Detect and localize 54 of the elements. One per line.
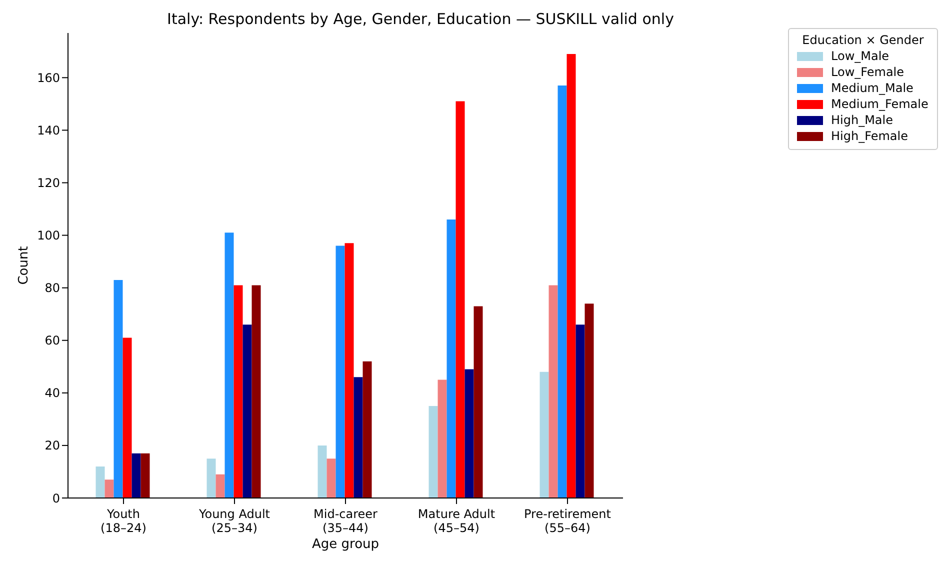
y-tick-label: 140	[37, 123, 60, 138]
y-tick-label: 100	[37, 228, 60, 243]
bar	[326, 458, 336, 498]
bar	[558, 86, 567, 498]
bar	[104, 480, 114, 498]
legend-title: Education × Gender	[801, 33, 925, 47]
x-tick-label: Pre-retirement (55–64)	[524, 507, 612, 535]
bar	[242, 324, 252, 498]
bar	[318, 445, 327, 498]
y-tick-label: 20	[44, 438, 60, 453]
legend-label: High_Male	[831, 113, 894, 127]
bar	[362, 361, 372, 498]
bar	[224, 232, 234, 498]
bar	[428, 406, 438, 498]
bar	[548, 285, 558, 498]
bar	[438, 380, 447, 498]
x-tick-label: Young Adult (25–34)	[198, 507, 270, 535]
legend-label: Low_Male	[831, 49, 890, 63]
legend-label: Medium_Male	[831, 81, 914, 95]
bar	[96, 466, 105, 498]
bar	[354, 377, 363, 498]
y-tick-label: 0	[52, 491, 60, 506]
bar	[456, 101, 465, 498]
bar	[234, 285, 243, 498]
x-axis-title: Age group	[312, 537, 380, 552]
y-tick-label: 40	[44, 386, 60, 400]
legend-label: Low_Female	[831, 65, 904, 79]
bar	[252, 285, 261, 498]
chart-title: Italy: Respondents by Age, Gender, Education — SUSKILL valid only	[166, 10, 675, 28]
x-tick-label: Mid-career (35–44)	[314, 507, 378, 535]
bar	[464, 369, 474, 498]
x-tick-label: Mature Adult (45–54)	[418, 507, 496, 535]
bar	[474, 306, 483, 498]
bar	[584, 304, 594, 498]
bar	[446, 220, 456, 498]
bar	[566, 54, 576, 498]
bar	[114, 280, 123, 498]
bar	[540, 372, 549, 498]
legend-label: Medium_Female	[831, 97, 928, 111]
bar	[216, 474, 225, 498]
bar	[344, 243, 354, 498]
bar	[206, 458, 216, 498]
y-tick-label: 60	[44, 334, 60, 348]
y-tick-label: 120	[37, 176, 60, 190]
y-axis-title: Count	[16, 246, 32, 285]
bar	[132, 453, 141, 498]
y-tick-label: 160	[37, 70, 60, 85]
x-tick-label: Youth (18–24)	[100, 507, 146, 535]
y-tick-label: 80	[44, 281, 60, 296]
bar	[336, 246, 345, 498]
bar	[576, 324, 585, 498]
bar	[122, 338, 132, 498]
legend-label: High_Female	[831, 129, 908, 143]
bar	[140, 453, 150, 498]
